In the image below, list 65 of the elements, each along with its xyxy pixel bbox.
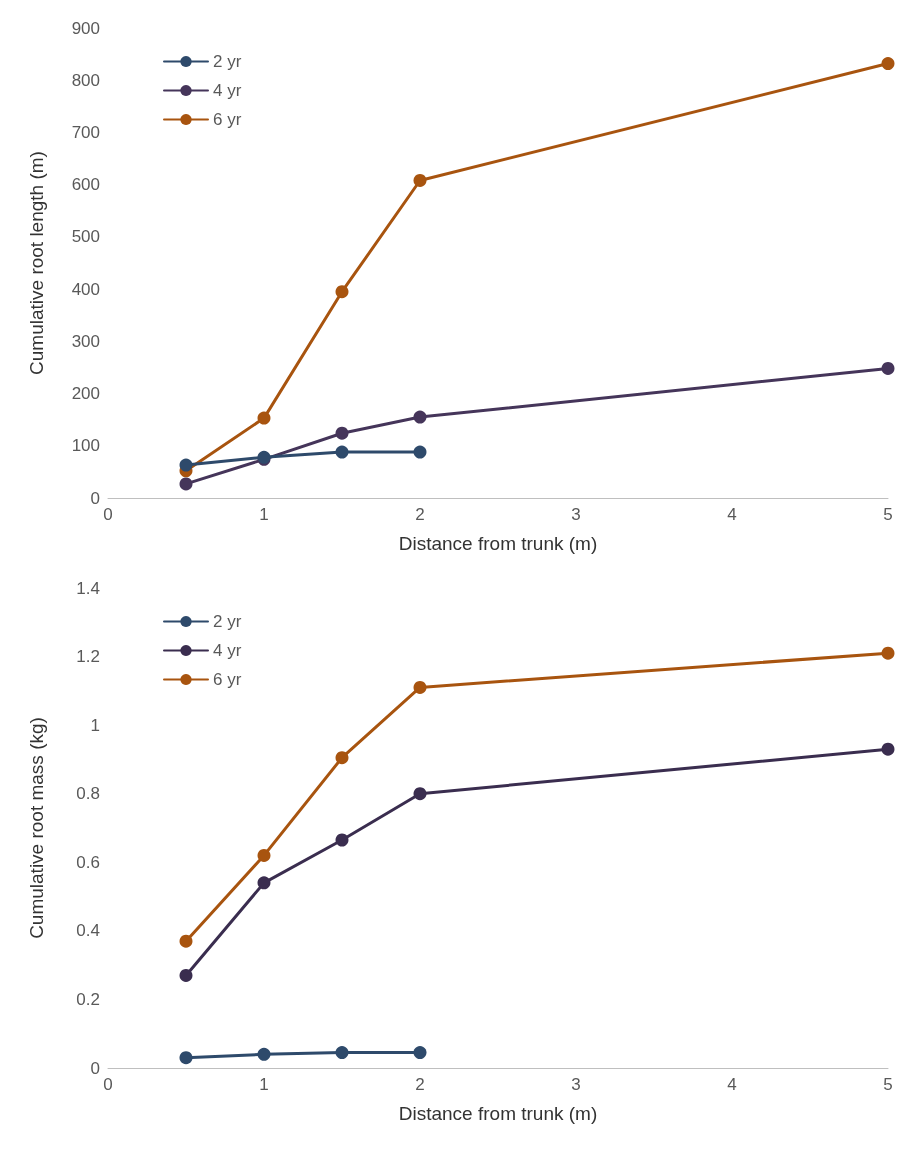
x-tick-label: 2 (415, 505, 425, 524)
x-tick-label: 0 (103, 1075, 113, 1094)
x-tick-label: 0 (103, 505, 113, 524)
y-tick-label: 200 (71, 384, 100, 404)
y-tick-label: 0 (90, 488, 100, 508)
point (413, 410, 427, 424)
x-tick-label: 1 (259, 505, 269, 524)
point (335, 1046, 349, 1060)
y-tick-label: 900 (71, 18, 100, 38)
point (179, 477, 193, 491)
x-tick-label: 1 (259, 1075, 269, 1094)
point (179, 1051, 193, 1065)
x-tick-label: 3 (571, 505, 581, 524)
point (413, 680, 427, 694)
y-tick-label: 0.6 (76, 852, 100, 872)
legend-label: 4 yr (213, 641, 242, 660)
point (335, 751, 349, 765)
legend-label: 4 yr (213, 81, 242, 100)
point (257, 848, 271, 862)
point (881, 57, 895, 71)
y-axis-title: Cumulative root mass (kg) (26, 717, 47, 939)
y-axis-title: Cumulative root length (m) (26, 151, 47, 375)
y-tick-label: 100 (71, 436, 100, 456)
y-tick-label: 1 (90, 715, 100, 735)
point (881, 742, 895, 756)
point (413, 445, 427, 459)
point (335, 285, 349, 299)
x-axis-title: Distance from trunk (m) (398, 533, 598, 554)
y-tick-label: 0.2 (76, 989, 100, 1009)
x-tick-label: 3 (571, 1075, 581, 1094)
y-tick-label: 400 (71, 279, 100, 299)
x-tick-label: 5 (883, 505, 893, 524)
y-tick-label: 500 (71, 227, 100, 247)
x-tick-label: 4 (727, 505, 737, 524)
y-tick-label: 1.4 (76, 578, 100, 598)
point (257, 876, 271, 890)
y-tick-label: 0 (90, 1058, 100, 1078)
point (335, 445, 349, 459)
legend-label: 6 yr (213, 670, 242, 689)
point (881, 646, 895, 660)
legend-label: 2 yr (213, 612, 242, 631)
point (413, 173, 427, 187)
y-tick-label: 0.8 (76, 784, 100, 804)
y-tick-label: 800 (71, 70, 100, 90)
point (179, 934, 193, 948)
y-tick-label: 600 (71, 175, 100, 195)
point (257, 1047, 271, 1061)
point (179, 458, 193, 472)
x-tick-label: 5 (883, 1075, 893, 1094)
legend-label: 2 yr (213, 52, 242, 71)
point (335, 833, 349, 847)
x-tick-label: 2 (415, 1075, 425, 1094)
legend-label: 6 yr (213, 110, 242, 129)
point (413, 1046, 427, 1060)
y-tick-label: 0.4 (76, 921, 100, 941)
point (881, 361, 895, 375)
point (413, 787, 427, 801)
x-tick-label: 4 (727, 1075, 737, 1094)
x-axis-title: Distance from trunk (m) (398, 1103, 598, 1124)
point (179, 968, 193, 982)
y-tick-label: 700 (71, 122, 100, 142)
y-tick-label: 300 (71, 331, 100, 351)
point (257, 411, 271, 425)
y-tick-label: 1.2 (76, 647, 100, 667)
point (335, 426, 349, 440)
